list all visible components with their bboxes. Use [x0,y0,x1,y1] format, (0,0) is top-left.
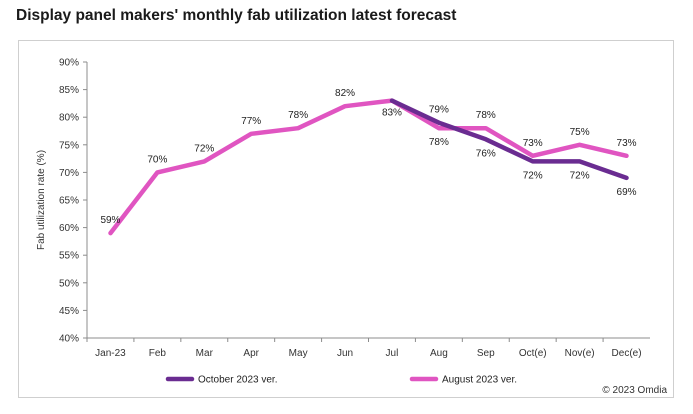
data-label-october: 79% [429,105,449,116]
x-tick-label: Aug [430,348,448,359]
y-tick-label: 70% [59,168,79,179]
legend-label-august: August 2023 ver. [442,375,517,386]
x-tick-label: Jul [386,348,399,359]
data-label-august: 59% [100,215,120,226]
data-label-october: 69% [617,187,637,198]
data-label-august: 78% [429,137,449,148]
y-tick-label: 45% [59,306,79,317]
y-tick-label: 50% [59,278,79,289]
data-label-august: 82% [335,88,355,99]
data-label-august: 72% [194,143,214,154]
x-tick-label: Feb [149,348,167,359]
x-tick-label: Jan-23 [95,348,126,359]
y-tick-label: 40% [59,334,79,345]
series-line-august [108,98,629,236]
y-tick-label: 85% [59,85,79,96]
data-label-october: 83% [382,108,402,119]
data-label-october: 76% [476,148,496,159]
copyright-note: © 2023 Omdia [602,385,667,396]
series-line-october [389,98,629,181]
x-tick-label: Jun [337,348,353,359]
data-label-august: 78% [476,110,496,121]
data-label-august: 73% [617,138,637,149]
x-tick-label: May [289,348,308,359]
x-tick-label: Dec(e) [612,348,642,359]
y-tick-label: 60% [59,223,79,234]
x-tick-label: Nov(e) [565,348,595,359]
y-axis-title: Fab utilization rate (%) [36,150,47,250]
y-tick-label: 90% [59,58,79,69]
x-tick-label: Sep [477,348,495,359]
legend-label-october: October 2023 ver. [198,375,278,386]
y-tick-label: 80% [59,113,79,124]
data-label-october: 72% [570,170,590,181]
y-tick-label: 55% [59,251,79,262]
y-tick-label: 75% [59,140,79,151]
chart-title: Display panel makers' monthly fab utiliz… [16,7,457,24]
data-label-august: 73% [523,138,543,149]
data-label-august: 78% [288,110,308,121]
x-tick-label: Mar [196,348,214,359]
data-label-august: 75% [570,127,590,138]
x-tick-label: Apr [243,348,259,359]
data-label-august: 70% [147,154,167,165]
data-label-october: 72% [523,170,543,181]
y-tick-label: 65% [59,196,79,207]
chart-frame [18,40,674,398]
data-label-august: 77% [241,116,261,127]
x-tick-label: Oct(e) [519,348,547,359]
